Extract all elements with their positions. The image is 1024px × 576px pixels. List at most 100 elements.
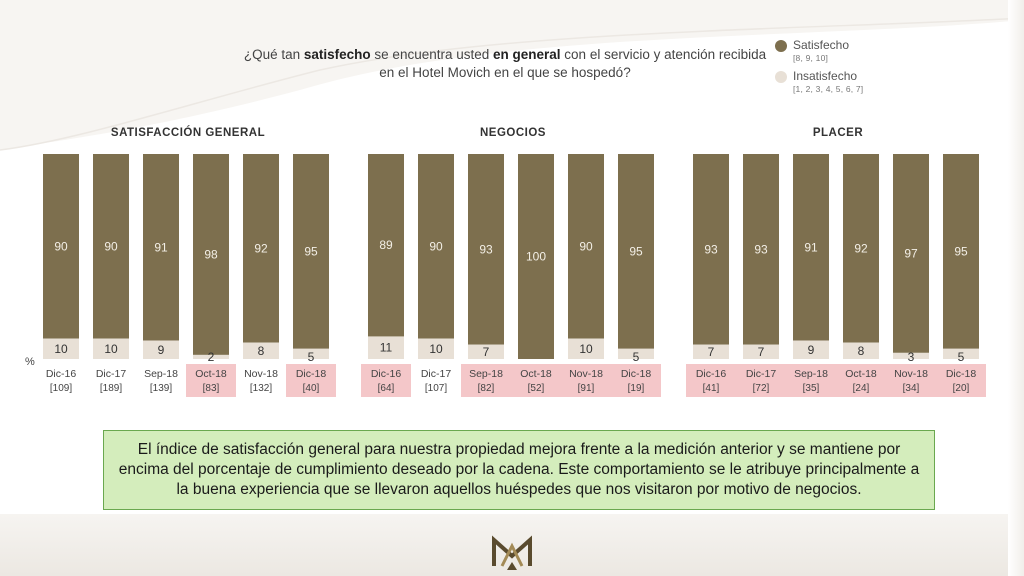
- category-highlight: [886, 364, 936, 397]
- legend-satisfied-label: Satisfecho: [793, 38, 850, 52]
- data-label-unsatisfied: 10: [104, 342, 118, 356]
- category-highlight: [461, 364, 511, 397]
- data-label-satisfied: 90: [104, 239, 118, 253]
- category-label: Dic-18: [621, 368, 652, 380]
- data-label-satisfied: 91: [154, 240, 168, 254]
- bar-unsatisfied: [743, 344, 779, 359]
- data-label-unsatisfied: 2: [208, 350, 215, 364]
- bar-satisfied: [93, 154, 129, 339]
- legend: Satisfecho [8, 9, 10] Insatisfecho [1, 2…: [775, 38, 975, 100]
- category-highlight: [736, 364, 786, 397]
- sample-size-label: [41]: [703, 383, 720, 394]
- data-label-satisfied: 92: [854, 241, 868, 255]
- sample-size-label: [132]: [250, 383, 272, 394]
- bar-satisfied: [943, 154, 979, 349]
- sample-size-label: [82]: [478, 383, 495, 394]
- legend-item-unsatisfied: Insatisfecho [1, 2, 3, 4, 5, 6, 7]: [775, 69, 975, 94]
- data-label-satisfied: 97: [904, 246, 918, 260]
- sample-size-label: [40]: [303, 383, 320, 394]
- chart-title-placer: PLACER: [812, 127, 864, 139]
- category-label: Oct-18: [845, 368, 877, 380]
- data-label-satisfied: 93: [479, 242, 493, 256]
- category-label: Dic-16: [371, 368, 402, 380]
- data-label-unsatisfied: 11: [380, 341, 393, 355]
- bar-unsatisfied: [618, 348, 654, 359]
- category-highlight: [511, 364, 561, 397]
- category-label: Oct-18: [520, 368, 552, 380]
- bar-unsatisfied: [43, 338, 79, 359]
- bar-satisfied: [43, 154, 79, 339]
- category-label: Nov-18: [569, 368, 603, 380]
- bar-unsatisfied: [793, 340, 829, 359]
- data-label-unsatisfied: 3: [908, 350, 915, 364]
- category-highlight: [611, 364, 661, 397]
- sample-size-label: [83]: [203, 383, 220, 394]
- legend-unsatisfied-dot: [775, 71, 787, 83]
- bar-satisfied: [193, 154, 229, 355]
- data-label-unsatisfied: 9: [808, 343, 815, 357]
- bar-satisfied: [293, 154, 329, 349]
- legend-satisfied-range: [8, 9, 10]: [793, 53, 829, 63]
- data-label-satisfied: 90: [429, 239, 443, 253]
- category-highlight: [186, 364, 236, 397]
- category-label: Dic-17: [421, 368, 452, 380]
- data-label-satisfied: 92: [254, 241, 268, 255]
- bar-unsatisfied: [468, 344, 504, 359]
- sample-size-label: [64]: [378, 383, 395, 394]
- data-label-unsatisfied: 5: [308, 350, 315, 364]
- bar-unsatisfied: [843, 342, 879, 359]
- category-highlight: [786, 364, 836, 397]
- category-label: Sep-18: [794, 368, 828, 380]
- legend-item-satisfied: Satisfecho [8, 9, 10]: [775, 38, 975, 63]
- bar-satisfied: [743, 154, 779, 345]
- data-label-unsatisfied: 7: [708, 345, 715, 359]
- category-highlight: [561, 364, 611, 397]
- survey-question: ¿Qué tan satisfecho se encuentra usted e…: [243, 47, 767, 80]
- data-label-satisfied: 93: [704, 242, 718, 256]
- data-label-unsatisfied: 8: [258, 344, 265, 358]
- sample-size-label: [189]: [100, 383, 122, 394]
- charts-area: 90 10 Dic-16 [109] 90 10 Dic-17 [189] 91 9 Sep-18 […: [43, 154, 986, 397]
- bar-unsatisfied: [418, 338, 454, 359]
- data-label-satisfied: 95: [954, 244, 968, 258]
- category-label: Sep-18: [144, 368, 178, 380]
- sample-size-label: [19]: [628, 383, 645, 394]
- data-label-satisfied: 90: [54, 239, 68, 253]
- sample-size-label: [107]: [425, 383, 447, 394]
- bar-satisfied: [618, 154, 654, 349]
- percent-sign: %: [25, 356, 35, 368]
- bar-unsatisfied: [293, 348, 329, 359]
- bar-satisfied: [418, 154, 454, 339]
- right-edge-decoration: [1008, 0, 1024, 576]
- data-label-unsatisfied: 5: [633, 350, 640, 364]
- sample-size-label: [109]: [50, 383, 72, 394]
- movich-logo-icon: [492, 535, 532, 570]
- sample-size-label: [24]: [853, 383, 870, 394]
- data-label-satisfied: 93: [754, 242, 768, 256]
- bar-unsatisfied: [93, 338, 129, 359]
- category-label: Nov-18: [244, 368, 278, 380]
- data-label-unsatisfied: 10: [429, 342, 443, 356]
- sample-size-label: [72]: [753, 383, 770, 394]
- legend-satisfied-dot: [775, 40, 787, 52]
- category-highlight: [686, 364, 736, 397]
- data-label-unsatisfied: 10: [579, 342, 593, 356]
- category-label: Oct-18: [195, 368, 227, 380]
- category-highlight: [836, 364, 886, 397]
- bar-unsatisfied: [368, 336, 404, 359]
- bar-satisfied: [243, 154, 279, 343]
- data-label-satisfied: 98: [204, 247, 218, 261]
- category-label: Dic-17: [746, 368, 777, 380]
- category-label: Dic-18: [296, 368, 327, 380]
- chart-title-general: SATISFACCIÓN GENERAL: [110, 127, 266, 139]
- category-label: Dic-16: [46, 368, 77, 380]
- data-label-unsatisfied: 7: [758, 345, 765, 359]
- bar-unsatisfied: [193, 354, 229, 359]
- bar-unsatisfied: [693, 344, 729, 359]
- data-label-unsatisfied: 10: [54, 342, 68, 356]
- data-label-unsatisfied: 9: [158, 343, 165, 357]
- data-label-satisfied: 89: [379, 238, 393, 252]
- sample-size-label: [35]: [803, 383, 820, 394]
- sample-size-label: [139]: [150, 383, 172, 394]
- summary-box: El índice de satisfacción general para n…: [103, 430, 935, 510]
